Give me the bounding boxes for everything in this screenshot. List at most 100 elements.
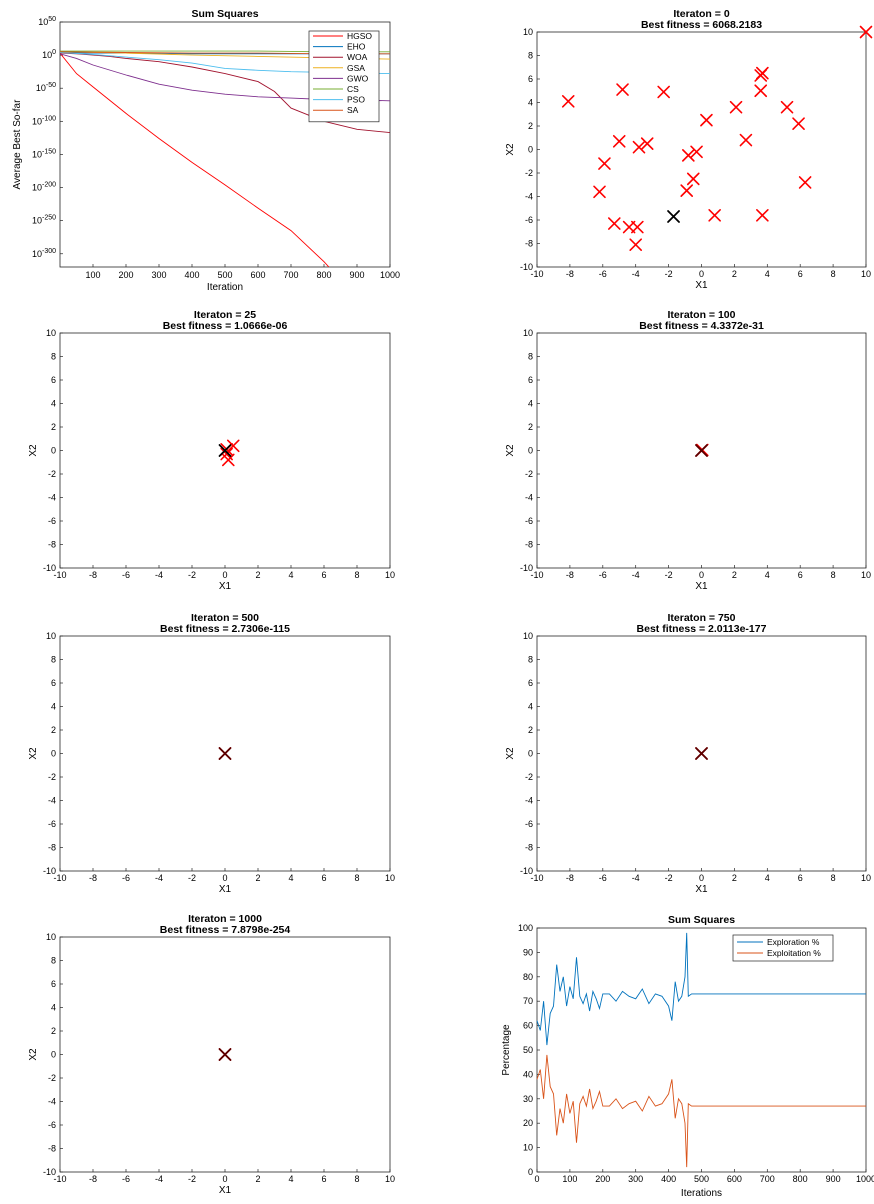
axes-box — [536, 927, 867, 1173]
scatter-chart-5: -10 -8 -6 -4 -2 0 2 4 6 8 10 10 8 6 4 2 0 -2 -4 -6 -8 -10 Iter… — [505, 612, 871, 895]
y-tick-label: 8 — [51, 352, 56, 362]
chart-subtitle: Best fitness = 7.8798e-254 — [160, 924, 291, 936]
y-tick-label: 10-50 — [36, 82, 56, 93]
chart-subtitle: Best fitness = 2.7306e-115 — [160, 623, 290, 635]
search-agent-marker — [632, 140, 646, 154]
y-tick-label: 0 — [528, 446, 533, 456]
x-tick-label: 700 — [283, 270, 298, 280]
y-tick-label: 0 — [51, 1050, 56, 1060]
y-tick-label: 40 — [523, 1069, 533, 1079]
y-tick-label: 100 — [518, 923, 533, 933]
y-tick-label: -10 — [520, 866, 533, 876]
y-tick-base: 10 — [32, 249, 42, 259]
y-tick-label: -2 — [48, 1073, 56, 1083]
y-tick-base: 10 — [32, 183, 42, 193]
search-agent-marker — [780, 100, 794, 114]
y-tick-label: -2 — [525, 772, 533, 782]
search-agent-marker — [593, 185, 606, 199]
y-tick-label: -10 — [520, 563, 533, 573]
y-tick-label: 8 — [51, 655, 56, 665]
x-tick-label: 10 — [861, 269, 871, 279]
x-tick-label: 6 — [321, 873, 326, 883]
y-tick-label: 60 — [523, 1021, 533, 1031]
legend-label: GWO — [347, 73, 369, 83]
legend-label: Exploitation % — [767, 948, 821, 958]
y-tick-label: 10 — [46, 328, 56, 338]
y-tick-label: 4 — [51, 1003, 56, 1013]
y-tick-label: -2 — [525, 469, 533, 479]
search-agent-marker — [729, 100, 743, 114]
legend-box — [732, 934, 834, 962]
x-tick-label: 1000 — [856, 1174, 874, 1184]
y-tick-label: -6 — [525, 819, 533, 829]
x-tick-label: 500 — [217, 270, 232, 280]
x-tick-label: 0 — [699, 873, 704, 883]
y-tick-label: -6 — [525, 215, 533, 225]
search-agent-marker — [222, 453, 235, 467]
y-tick-label: -8 — [48, 843, 56, 853]
y-tick-label: -4 — [525, 493, 533, 503]
y-axis-label: Average Best So-far — [12, 99, 23, 190]
y-axis-label: X2 — [505, 143, 516, 156]
best-agent-marker — [667, 210, 680, 223]
x-tick-label: 8 — [354, 1174, 359, 1184]
y-tick-label: 10-250 — [32, 215, 56, 226]
y-tick-label: 6 — [528, 74, 533, 84]
y-tick-label: 6 — [51, 979, 56, 989]
x-tick-label: 6 — [798, 873, 803, 883]
y-tick-label: -10 — [43, 1167, 56, 1177]
best-agent-marker — [695, 747, 708, 760]
scatter-chart-2: -10 -8 -6 -4 -2 0 2 4 6 8 10 10 8 6 4 2 0 -2 -4 -6 -8 -10 Iter… — [28, 309, 395, 592]
x-tick-label: 300 — [628, 1174, 643, 1184]
search-agent-marker — [700, 113, 713, 127]
search-agent-marker — [629, 238, 642, 251]
x-tick-label: 6 — [321, 570, 326, 580]
x-tick-label: -4 — [155, 1174, 163, 1184]
x-tick-label: -10 — [53, 1174, 66, 1184]
best-agent-marker — [218, 444, 232, 457]
x-tick-label: 4 — [765, 570, 770, 580]
series-line-exploration — [536, 932, 866, 1046]
y-axis-label: X2 — [28, 444, 39, 457]
x-tick-label: -8 — [566, 269, 574, 279]
y-tick-exponent: -200 — [42, 182, 56, 189]
x-tick-label: 8 — [831, 570, 836, 580]
y-tick-label: -4 — [48, 1097, 56, 1107]
search-agent-marker — [859, 25, 873, 39]
x-tick-label: 8 — [354, 873, 359, 883]
legend-label: WOA — [347, 52, 368, 62]
chart-title: Iteraton = 25 — [194, 309, 256, 321]
y-axis-label: X2 — [505, 747, 516, 760]
y-tick-label: 0 — [528, 749, 533, 759]
x-tick-label: 6 — [321, 1174, 326, 1184]
x-tick-label: 2 — [255, 570, 260, 580]
x-tick-label: 1000 — [380, 270, 400, 280]
x-tick-label: 300 — [151, 270, 166, 280]
y-tick-exponent: 50 — [48, 16, 56, 23]
y-tick-label: 6 — [528, 678, 533, 688]
chart-title: Iteraton = 0 — [673, 8, 729, 20]
y-tick-label: 10-100 — [32, 115, 56, 126]
series-line-exploitation — [536, 1054, 866, 1168]
x-tick-label: -4 — [632, 873, 640, 883]
y-tick-label: 0 — [528, 1167, 533, 1177]
y-tick-label: -2 — [48, 469, 56, 479]
x-tick-label: 10 — [385, 570, 395, 580]
search-agent-marker — [612, 134, 626, 148]
x-tick-label: 10 — [385, 873, 395, 883]
chart-subtitle: Best fitness = 2.0113e-177 — [637, 623, 767, 635]
y-axis-label: X2 — [505, 444, 516, 457]
x-tick-label: 600 — [250, 270, 265, 280]
scatter-chart-3: -10 -8 -6 -4 -2 0 2 4 6 8 10 10 8 6 4 2 0 -2 -4 -6 -8 -10 Iter… — [505, 309, 871, 592]
x-tick-label: 200 — [595, 1174, 610, 1184]
x-tick-label: 10 — [385, 1174, 395, 1184]
y-tick-label: -6 — [48, 1120, 56, 1130]
y-tick-label: 4 — [528, 399, 533, 409]
x-tick-label: -10 — [53, 873, 66, 883]
y-tick-label: 1050 — [38, 16, 56, 27]
search-agent-marker — [686, 172, 700, 186]
y-tick-label: 8 — [528, 51, 533, 61]
x-tick-label: -10 — [530, 873, 543, 883]
x-tick-label: -10 — [530, 570, 543, 580]
